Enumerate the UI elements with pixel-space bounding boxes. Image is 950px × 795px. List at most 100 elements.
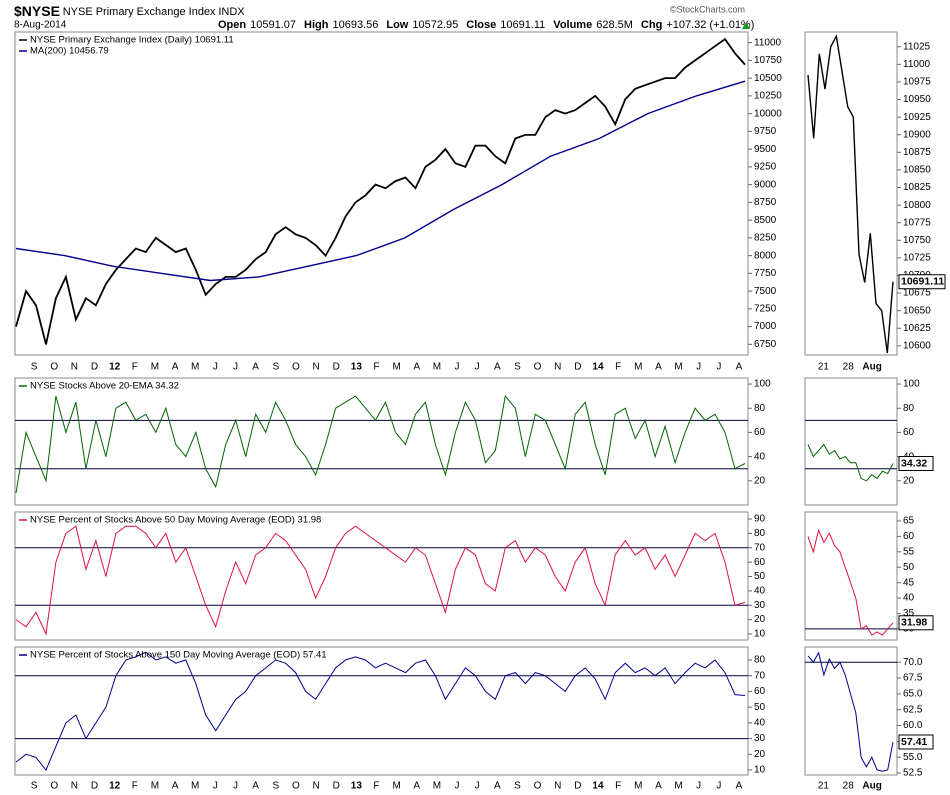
y-tick-label: 10875 [903,147,931,158]
series-line [15,394,746,493]
x-tick-label: 21 [818,781,830,792]
panel [804,377,898,506]
y-tick-label: 30 [754,733,766,744]
panel [14,377,749,506]
y-tick-label: 7750 [754,268,777,279]
last-value-label: 31.98 [901,617,927,629]
legend-label: MA(200) 10456.79 [30,46,109,57]
y-tick-label: 10950 [903,94,931,105]
y-tick-label: 10250 [754,91,782,102]
series-line [15,525,746,636]
x-tick-label: O [50,781,58,792]
y-tick-label: 40 [754,717,766,728]
quote-label: Chg [641,19,662,31]
y-tick-label: 40 [903,593,915,604]
x-tick-label: S [514,362,521,373]
y-tick-label: 10500 [754,73,782,84]
x-tick-label: Aug [862,362,881,373]
y-tick-label: 50 [754,702,766,713]
y-tick-label: 10800 [903,200,931,211]
y-tick-label: 10750 [903,235,931,246]
x-tick-label: N [554,362,561,373]
x-tick-label: 28 [843,362,855,373]
y-tick-label: 70.0 [903,657,923,668]
panel [14,31,749,356]
y-tick-label: 11025 [903,41,931,52]
y-tick-label: 100 [903,379,920,390]
y-tick-label: 62.5 [903,704,923,715]
x-tick-label: F [615,781,621,792]
x-tick-label: A [494,362,501,373]
quote-label: High [304,19,329,31]
y-tick-label: 9750 [754,126,777,137]
x-tick-label: O [292,362,300,373]
x-tick-label: M [674,781,682,792]
y-tick-label: 8000 [754,250,777,261]
y-tick-label: 60 [754,686,766,697]
x-tick-label: D [333,781,340,792]
y-tick-label: 80 [754,528,766,539]
x-tick-label: D [574,781,581,792]
y-tick-label: 20 [754,749,766,760]
x-tick-label: 28 [843,781,855,792]
x-tick-label: J [475,781,480,792]
x-tick-label: M [191,362,199,373]
x-tick-label: A [252,362,259,373]
last-value-box [898,455,934,471]
series-line [807,528,894,636]
y-tick-label: 80 [754,403,766,414]
x-tick-label: N [71,362,78,373]
y-tick-label: 30 [754,600,766,611]
y-tick-label: 70 [754,670,766,681]
x-tick-label: J [455,781,460,792]
y-tick-label: 65.0 [903,689,923,700]
x-tick-label: J [213,362,218,373]
y-tick-label: 7000 [754,321,777,332]
y-tick-label: 8250 [754,233,777,244]
y-tick-label: 10600 [903,340,931,351]
panel [804,646,898,776]
y-tick-label: 80 [754,655,766,666]
x-tick-label: J [233,362,238,373]
x-tick-label: M [634,362,642,373]
y-tick-label: 11000 [903,59,931,70]
y-tick-label: 90 [754,514,766,525]
quote-line: Open 10591.07 High 10693.56 Low 10572.95 Close… [218,19,754,31]
series-line [15,80,746,282]
y-tick-label: 9250 [754,162,777,173]
x-tick-label: M [151,362,159,373]
x-tick-label: J [696,781,701,792]
y-tick-label: 11000 [754,37,782,48]
y-tick-label: 60 [903,427,915,438]
quote-label: Low [386,19,408,31]
x-tick-label: A [655,362,662,373]
x-tick-label: M [151,781,159,792]
x-tick-label: M [392,781,400,792]
x-tick-label: 12 [109,362,121,373]
y-tick-label: 65 [903,516,915,527]
x-tick-label: J [455,362,460,373]
x-tick-label: S [31,781,38,792]
x-tick-label: F [615,362,621,373]
x-tick-label: A [736,781,743,792]
x-tick-label: A [494,781,501,792]
x-tick-label: 14 [592,362,604,373]
y-tick-label: 40 [754,451,766,462]
y-tick-label: 10825 [903,182,931,193]
last-value-box [898,734,934,750]
y-tick-label: 7250 [754,303,777,314]
panel [14,646,749,776]
x-tick-label: A [252,781,259,792]
index-name: NYSE Primary Exchange Index [63,6,216,18]
series-line [807,651,894,772]
x-tick-label: S [31,362,38,373]
x-tick-label: S [514,781,521,792]
x-tick-label: F [132,362,138,373]
y-tick-label: 52.5 [903,768,923,779]
source: ©StockCharts.com [670,4,745,14]
series-line [15,37,746,345]
x-tick-label: 14 [592,781,604,792]
x-tick-label: A [172,781,179,792]
y-tick-label: 10725 [903,253,931,264]
y-tick-label: 20 [754,614,766,625]
